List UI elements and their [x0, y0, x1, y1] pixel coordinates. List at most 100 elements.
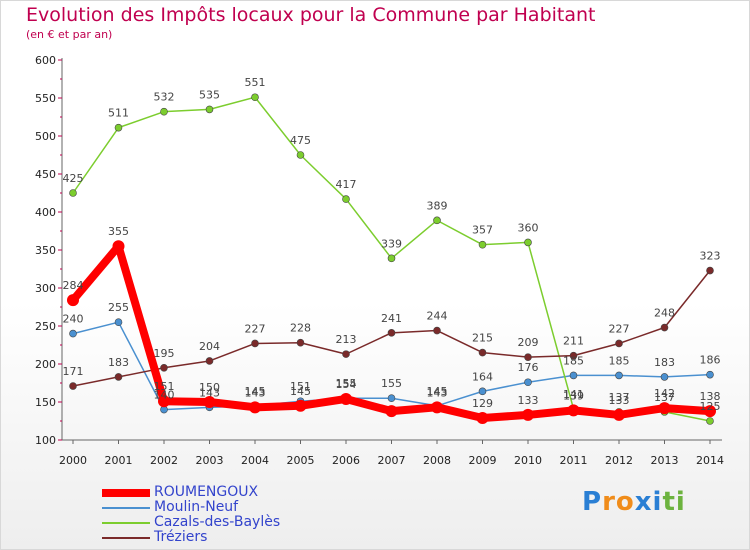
y-tick-label: 200 — [35, 358, 56, 371]
logo-letter: i — [675, 487, 686, 517]
data-label: 155 — [381, 377, 402, 390]
logo-letter: o — [615, 487, 635, 517]
data-point — [112, 240, 125, 253]
data-label: 417 — [336, 178, 357, 191]
data-label: 535 — [199, 88, 220, 101]
data-label: 475 — [290, 134, 311, 147]
data-point — [522, 408, 534, 421]
data-label: 176 — [518, 361, 539, 374]
data-point — [660, 323, 669, 332]
data-point — [114, 123, 123, 132]
data-point — [706, 266, 714, 275]
data-label: 389 — [427, 199, 448, 212]
data-label: 195 — [154, 347, 175, 360]
data-label: 145 — [427, 385, 448, 398]
data-label: 255 — [108, 301, 129, 314]
data-point — [478, 240, 487, 249]
data-point — [251, 93, 259, 102]
data-label: 215 — [472, 332, 493, 345]
data-point — [387, 254, 396, 263]
data-label: 143 — [427, 386, 448, 399]
x-tick-label: 2007 — [378, 454, 406, 467]
x-tick-label: 2009 — [469, 454, 497, 467]
data-label: 164 — [472, 370, 493, 383]
data-point — [251, 339, 259, 348]
data-label: 211 — [563, 335, 584, 348]
data-point — [340, 392, 352, 405]
data-point — [706, 370, 714, 379]
data-point — [478, 348, 487, 357]
data-point — [69, 329, 77, 338]
data-point — [249, 401, 261, 414]
data-label: 227 — [245, 322, 266, 335]
legend-swatch — [102, 488, 150, 497]
logo-letter: t — [662, 487, 676, 517]
data-label: 339 — [381, 237, 402, 250]
legend-label: Moulin-Neuf — [154, 499, 239, 515]
data-label: 244 — [427, 310, 448, 323]
data-label: 171 — [63, 365, 84, 378]
legend-swatch — [102, 506, 150, 509]
data-point — [706, 417, 714, 425]
data-point — [296, 151, 305, 159]
y-tick-label: 150 — [35, 396, 56, 409]
data-label: 155 — [336, 377, 357, 390]
data-label: 141 — [563, 388, 584, 401]
data-label: 185 — [563, 354, 584, 367]
data-label: 145 — [290, 385, 311, 398]
data-label: 241 — [381, 312, 402, 325]
chart-title: Evolution des Impôts locaux pour la Comm… — [26, 4, 596, 26]
y-tick-label: 550 — [35, 92, 56, 105]
y-tick-label: 500 — [35, 130, 56, 143]
y-tick-label: 350 — [35, 244, 56, 257]
data-label: 227 — [609, 322, 630, 335]
data-point — [524, 378, 532, 387]
legend-swatch — [102, 521, 150, 524]
data-label: 183 — [654, 356, 675, 369]
data-label: 154 — [336, 378, 357, 391]
data-label: 137 — [609, 391, 630, 404]
data-point — [160, 363, 168, 372]
data-label: 425 — [63, 172, 84, 185]
data-label: 145 — [245, 385, 266, 398]
data-point — [205, 105, 214, 114]
data-point — [114, 373, 123, 381]
data-point — [567, 404, 580, 417]
data-label: 125 — [700, 400, 721, 413]
data-point — [342, 195, 350, 203]
data-point — [524, 353, 532, 361]
data-label: 150 — [199, 381, 220, 394]
data-point — [387, 394, 396, 403]
x-tick-label: 2013 — [651, 454, 679, 467]
data-point — [615, 339, 623, 348]
data-label: 209 — [518, 336, 539, 349]
data-label: 138 — [700, 390, 721, 403]
data-label: 355 — [108, 225, 129, 238]
data-point — [385, 405, 398, 418]
x-tick-label: 2012 — [605, 454, 633, 467]
data-point — [342, 350, 350, 358]
data-point — [660, 373, 669, 381]
data-point — [160, 107, 168, 116]
data-label: 142 — [654, 387, 675, 400]
logo-letter: P — [582, 487, 603, 517]
x-tick-label: 2011 — [560, 454, 588, 467]
data-label: 551 — [245, 76, 266, 89]
y-tick-label: 400 — [35, 206, 56, 219]
data-point — [433, 216, 441, 225]
data-label: 240 — [63, 313, 84, 326]
data-label: 284 — [63, 279, 84, 292]
legend-label: ROUMENGOUX — [154, 484, 259, 500]
logo-letter: x — [634, 487, 653, 517]
data-label: 133 — [518, 394, 539, 407]
data-point — [704, 405, 716, 418]
logo-letter: r — [602, 487, 616, 517]
data-label: 143 — [199, 386, 220, 399]
data-point — [387, 329, 396, 337]
y-tick-label: 300 — [35, 282, 56, 295]
data-label: 511 — [108, 107, 129, 120]
x-tick-label: 2014 — [696, 454, 724, 467]
data-point — [205, 357, 214, 365]
y-tick-label: 100 — [35, 434, 56, 447]
